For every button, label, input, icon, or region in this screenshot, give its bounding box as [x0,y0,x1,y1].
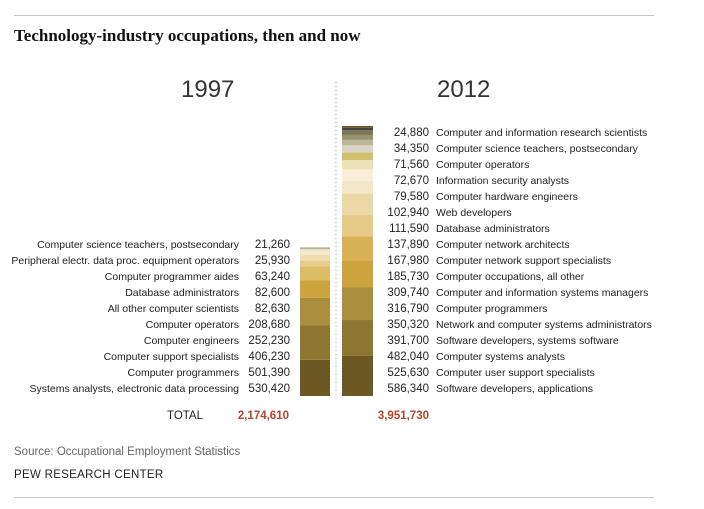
bar-segment-1997-all-other-computer-scientists [300,260,330,267]
category-label-1997-computer-engineers: Computer engineers [144,335,239,347]
value-label-2012-computer-user-support-specialists: 525,630 [387,367,429,379]
bar-segment-1997-computer-programmers [300,325,330,360]
bar-segment-2012-software-developers-applications [342,355,373,396]
bar-segment-2012-computer-operators [342,130,373,135]
category-label-1997-peripheral-electr-data-proc-equipment-operators: Peripheral electr. data proc. equipment … [11,255,239,267]
bar-segment-2012-information-security-analysts [342,134,373,140]
category-label-1997-computer-programmer-aides: Computer programmer aides [105,271,239,283]
value-label-1997-computer-engineers: 252,230 [248,335,290,347]
total-1997-value: 2,174,610 [238,410,289,422]
bar-segment-2012-computer-network-architects [342,160,373,170]
category-label-2012-computer-user-support-specialists: Computer user support specialists [436,367,595,379]
org-credit: PEW RESEARCH CENTER [14,469,164,481]
value-label-2012-database-administrators: 111,590 [389,223,429,235]
bar-1997: 530,420 Systems analysts, electronic data… [11,239,330,396]
value-label-2012-computer-science-teachers-postsecondary: 34,350 [394,143,429,155]
value-label-2012-information-security-analysts: 72,670 [394,175,429,187]
bar-segment-1997-peripheral-electr-data-proc-equipment-operators [300,248,330,251]
value-label-1997-computer-science-teachers-postsecondary: 21,260 [255,239,290,251]
bar-segment-2012-network-and-computer-systems-administrators [342,236,373,261]
value-label-2012-computer-occupations-all-other: 185,730 [387,271,429,283]
value-label-2012-network-and-computer-systems-administrators: 350,320 [387,319,429,331]
category-label-1997-computer-operators: Computer operators [146,319,239,331]
value-label-1997-computer-operators: 208,680 [248,319,290,331]
bar-segment-2012-computer-science-teachers-postsecondary [342,127,373,131]
total-2012-value: 3,951,730 [378,410,429,422]
value-label-2012-computer-and-information-research-scientists: 24,880 [394,127,429,139]
value-label-2012-computer-hardware-engineers: 79,580 [394,191,429,203]
value-label-2012-computer-programmers: 316,790 [387,303,429,315]
bar-segment-1997-computer-engineers [300,280,330,298]
category-label-2012-software-developers-applications: Software developers, applications [436,383,593,395]
category-label-2012-computer-network-support-specialists: Computer network support specialists [436,255,611,267]
value-label-1997-systems-analysts-electronic-data-processing: 530,420 [248,383,290,395]
bar-segment-1997-database-administrators [300,254,330,261]
bar-segment-2012-computer-user-support-specialists [342,320,373,356]
category-label-2012-computer-and-information-systems-managers: Computer and information systems manager… [436,287,648,299]
bottom-rule [14,497,654,498]
bar-segment-2012-computer-network-support-specialists [342,169,373,181]
value-label-1997-computer-programmers: 501,390 [248,367,290,379]
category-label-2012-computer-science-teachers-postsecondary: Computer science teachers, postsecondary [436,143,639,155]
value-label-1997-all-other-computer-scientists: 82,630 [255,303,290,315]
bar-segment-2012-computer-and-information-systems-managers [342,193,373,215]
bar-segment-1997-computer-operators [300,266,330,281]
chart-title: Technology-industry occupations, then an… [14,26,361,45]
value-label-1997-computer-support-specialists: 406,230 [248,351,290,363]
value-label-2012-web-developers: 102,940 [387,207,429,219]
bar-segment-2012-software-developers-systems-software [342,260,373,288]
bar-segment-2012-database-administrators [342,152,373,160]
category-label-2012-software-developers-systems-software: Software developers, systems software [436,335,619,347]
value-label-2012-computer-network-architects: 137,890 [387,239,429,251]
category-label-2012-database-administrators: Database administrators [436,223,550,235]
source-note: Source: Occupational Employment Statisti… [14,446,241,458]
category-label-2012-computer-programmers: Computer programmers [436,303,547,315]
bar-segment-2012-computer-and-information-research-scientists [342,126,373,128]
category-label-2012-computer-network-architects: Computer network architects [436,239,570,251]
top-rule [14,15,654,16]
category-label-2012-computer-occupations-all-other: Computer occupations, all other [436,271,585,283]
category-label-1997-computer-science-teachers-postsecondary: Computer science teachers, postsecondary [37,239,240,251]
bar-segment-1997-computer-support-specialists [300,297,330,326]
value-label-2012-computer-network-support-specialists: 167,980 [387,255,429,267]
category-label-2012-computer-and-information-research-scientists: Computer and information research scient… [436,127,647,139]
bar-segment-1997-systems-analysts-electronic-data-processing [300,359,330,396]
category-label-2012-information-security-analysts: Information security analysts [436,175,569,187]
value-label-2012-computer-and-information-systems-managers: 309,740 [387,287,429,299]
category-label-2012-computer-systems-analysts: Computer systems analysts [436,351,565,363]
value-label-1997-computer-programmer-aides: 63,240 [255,271,290,283]
value-label-2012-software-developers-systems-software: 391,700 [387,335,429,347]
category-label-1997-database-administrators: Database administrators [125,287,239,299]
bar-segment-1997-computer-science-teachers-postsecondary [300,247,330,249]
bar-segment-2012-computer-systems-analysts [342,287,373,321]
category-label-1997-computer-programmers: Computer programmers [128,367,239,379]
bar-segment-1997-computer-programmer-aides [300,250,330,255]
category-label-1997-all-other-computer-scientists: All other computer scientists [108,303,239,315]
bar-2012: 586,340 Software developers, applications… [342,126,652,396]
year-2012-heading: 2012 [437,76,491,103]
stacked-bars-chart: 530,420 Systems analysts, electronic data… [11,82,652,422]
category-label-2012-computer-operators: Computer operators [436,159,529,171]
category-label-1997-computer-support-specialists: Computer support specialists [104,351,239,363]
category-label-2012-web-developers: Web developers [436,207,512,219]
bar-segment-2012-computer-hardware-engineers [342,139,373,146]
category-label-2012-network-and-computer-systems-administrators: Network and computer systems administrat… [436,319,652,331]
value-label-1997-database-administrators: 82,600 [255,287,290,299]
value-label-2012-computer-operators: 71,560 [394,159,429,171]
value-label-2012-computer-systems-analysts: 482,040 [387,351,429,363]
total-label: TOTAL [167,410,204,422]
value-label-2012-software-developers-applications: 586,340 [387,383,429,395]
bar-segment-2012-computer-programmers [342,214,373,237]
bar-segment-2012-web-developers [342,145,373,153]
bar-segment-2012-computer-occupations-all-other [342,180,373,194]
category-label-1997-systems-analysts-electronic-data-processing: Systems analysts, electronic data proces… [29,383,239,395]
year-1997-heading: 1997 [181,76,235,103]
category-label-2012-computer-hardware-engineers: Computer hardware engineers [436,191,578,203]
value-label-1997-peripheral-electr-data-proc-equipment-operators: 25,930 [255,255,290,267]
